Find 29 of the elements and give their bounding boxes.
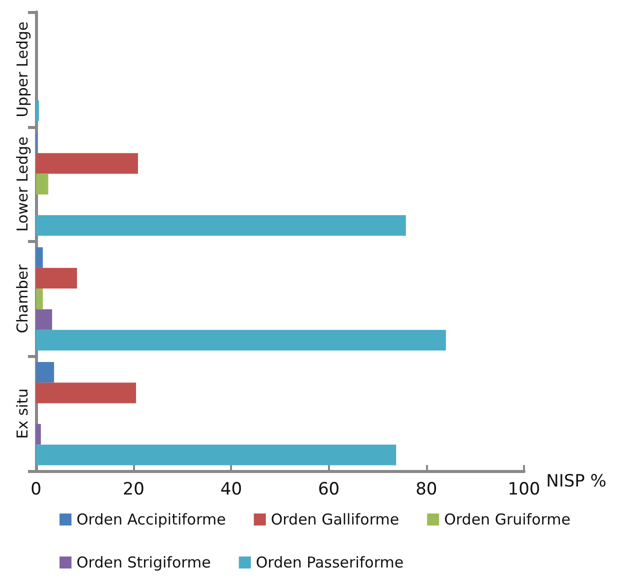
x-tick-label: 60 (318, 480, 340, 500)
y-tick-label: Lower Ledge (14, 136, 32, 232)
bar (36, 288, 43, 310)
x-tick-label: 20 (122, 480, 144, 500)
bar (36, 153, 138, 174)
bar (36, 382, 136, 404)
bar (36, 309, 52, 330)
legend-label: Orden Accipitiforme (76, 510, 226, 528)
y-tick-label: Chamber (14, 264, 32, 334)
bar (36, 444, 396, 466)
bar (36, 268, 77, 289)
legend-label: Orden Passeriforme (256, 554, 404, 572)
y-tick-label: Upper Ledge (14, 21, 32, 118)
x-axis-title: NISP % (546, 472, 606, 492)
x-tick-label: 40 (220, 480, 242, 500)
x-tick-label: 100 (508, 480, 540, 500)
x-tick-label: 0 (30, 480, 42, 500)
bar (36, 100, 39, 122)
bar (36, 247, 43, 268)
legend-label: Orden Galliforme (270, 510, 400, 528)
bar (36, 215, 406, 236)
x-tick-label: 80 (416, 480, 438, 500)
bar (36, 424, 41, 445)
bar (36, 330, 446, 351)
legend-label: Orden Strigiforme (76, 554, 211, 572)
y-tick-label: Ex situ (14, 388, 32, 439)
bar (36, 362, 54, 383)
legend-label: Orden Gruiforme (444, 510, 570, 528)
bar (36, 174, 48, 194)
